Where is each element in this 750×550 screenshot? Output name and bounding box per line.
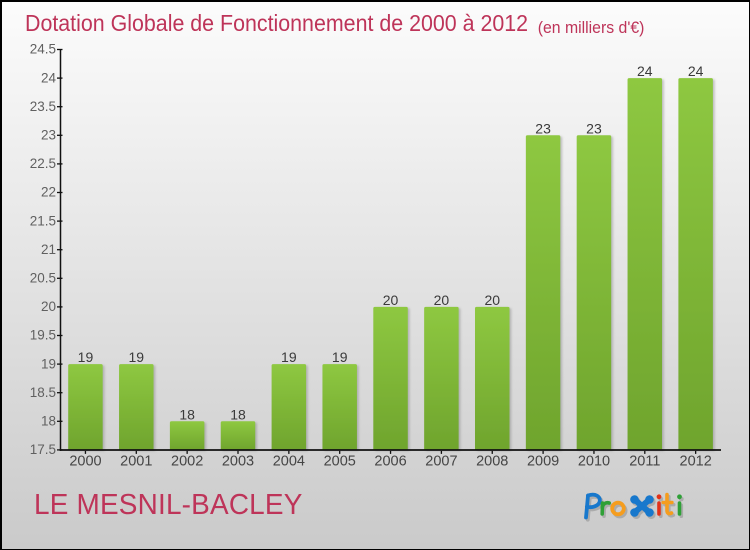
- svg-text:19.5: 19.5: [30, 328, 56, 343]
- svg-text:18: 18: [41, 414, 56, 429]
- svg-text:21: 21: [41, 242, 56, 257]
- svg-text:17.5: 17.5: [30, 442, 56, 457]
- svg-text:20.5: 20.5: [30, 271, 56, 286]
- svg-text:20: 20: [484, 292, 500, 308]
- svg-text:22: 22: [41, 185, 56, 200]
- svg-text:2006: 2006: [374, 453, 406, 469]
- svg-text:19: 19: [129, 349, 145, 365]
- svg-text:2003: 2003: [222, 453, 254, 469]
- svg-text:2009: 2009: [527, 453, 559, 469]
- svg-text:19: 19: [332, 349, 348, 365]
- svg-text:23: 23: [535, 120, 551, 136]
- svg-text:23: 23: [586, 120, 602, 136]
- svg-text:2007: 2007: [425, 453, 457, 469]
- svg-text:19: 19: [281, 349, 297, 365]
- svg-text:23: 23: [41, 128, 56, 143]
- svg-text:2005: 2005: [324, 453, 356, 469]
- svg-text:24.5: 24.5: [30, 42, 56, 57]
- svg-text:20: 20: [383, 292, 399, 308]
- svg-text:2001: 2001: [120, 453, 152, 469]
- svg-text:2011: 2011: [629, 453, 660, 469]
- svg-text:2012: 2012: [680, 453, 712, 469]
- svg-text:2008: 2008: [476, 453, 508, 469]
- svg-text:24: 24: [688, 63, 704, 79]
- svg-text:20: 20: [434, 292, 450, 308]
- svg-text:20: 20: [41, 299, 56, 314]
- svg-text:18: 18: [179, 406, 195, 422]
- svg-text:24: 24: [637, 63, 653, 79]
- svg-text:19: 19: [41, 356, 56, 371]
- svg-text:2004: 2004: [273, 453, 305, 469]
- svg-text:2000: 2000: [69, 453, 101, 469]
- svg-text:2010: 2010: [578, 453, 610, 469]
- svg-text:19: 19: [78, 349, 94, 365]
- svg-text:21.5: 21.5: [30, 213, 56, 228]
- svg-text:18.5: 18.5: [30, 385, 56, 400]
- svg-text:22.5: 22.5: [30, 156, 56, 171]
- svg-text:24: 24: [41, 70, 57, 85]
- svg-text:2002: 2002: [171, 453, 203, 469]
- svg-text:23.5: 23.5: [30, 99, 56, 114]
- svg-text:18: 18: [230, 406, 246, 422]
